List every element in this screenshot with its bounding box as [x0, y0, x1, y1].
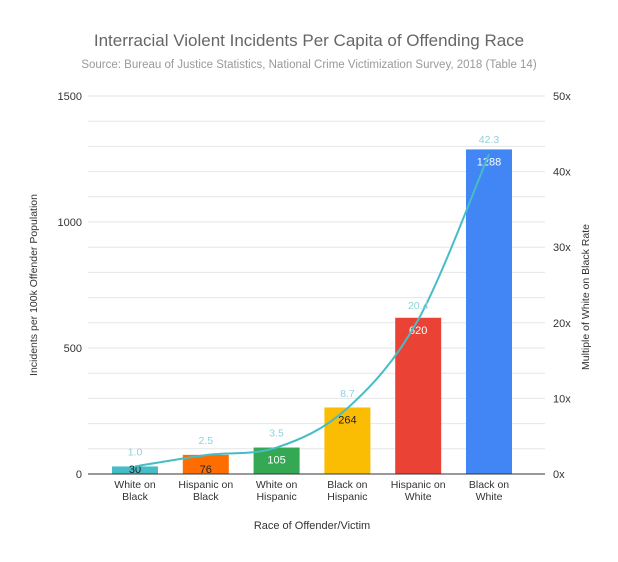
y-tick-label: 0 — [76, 469, 82, 481]
line-data-label: 3.5 — [269, 428, 284, 440]
chart-title: Interracial Violent Incidents Per Capita… — [94, 31, 524, 50]
bar-data-label: 30 — [129, 464, 141, 476]
x-tick-label: Black on White — [469, 479, 509, 503]
bar — [112, 466, 158, 474]
line-data-label: 2.5 — [198, 435, 213, 447]
bar — [466, 149, 512, 474]
x-tick-label: White on Hispanic — [256, 479, 298, 503]
y2-tick-label: 10x — [553, 393, 571, 405]
x-tick-label: White on Black — [114, 479, 156, 503]
bar-data-label: 76 — [200, 464, 212, 476]
y2-tick-label: 0x — [553, 469, 565, 481]
y-tick-label: 1000 — [58, 217, 82, 229]
y2-tick-label: 20x — [553, 318, 571, 330]
y2-tick-label: 30x — [553, 242, 571, 254]
line-data-label: 20.4 — [408, 300, 429, 312]
y-axis-title: Incidents per 100k Offender Population — [28, 194, 40, 376]
bar — [395, 317, 442, 474]
line-data-label: 42.3 — [479, 134, 500, 146]
bar — [182, 454, 229, 474]
chart-subtitle: Source: Bureau of Justice Statistics, Na… — [81, 59, 536, 71]
line-data-label: 8.7 — [340, 388, 355, 400]
x-axis: White on Black Hispanic on Black White on His… — [88, 473, 545, 503]
bar — [324, 407, 371, 474]
right-axis: 0x 10x 20x 30x 40x 50x — [553, 91, 571, 481]
y-tick-label: 500 — [64, 343, 82, 355]
line-data-label: 1.0 — [128, 446, 143, 458]
left-axis: 0 500 1000 1500 — [58, 91, 82, 481]
line-path — [134, 153, 490, 468]
gridlines — [88, 95, 545, 450]
y-tick-label: 1500 — [58, 91, 82, 103]
bar-data-label: 105 — [267, 455, 285, 467]
y2-axis-title: Multiple of White on Black Rate — [580, 224, 592, 370]
bar-data-label: 1288 — [477, 156, 501, 168]
x-tick-label: Black on Hispanic — [327, 479, 367, 503]
x-tick-label: Hispanic on Black — [178, 479, 233, 503]
line-series: 1.0 2.5 3.5 8.7 20.4 42.3 — [128, 134, 500, 468]
bar-data-label: 264 — [338, 414, 356, 426]
x-tick-label: Hispanic on White — [391, 479, 446, 503]
y2-tick-label: 50x — [553, 91, 571, 103]
y2-tick-label: 40x — [553, 167, 571, 179]
x-axis-title: Race of Offender/Victim — [254, 520, 370, 532]
